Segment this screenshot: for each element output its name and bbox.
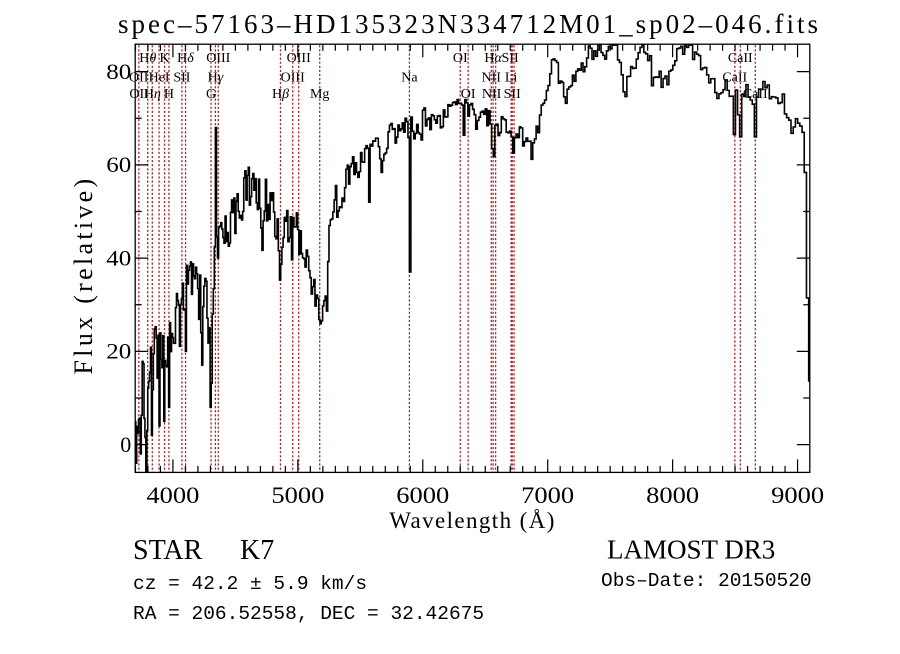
- svg-text:HeI: HeI: [149, 71, 170, 86]
- svg-text:Wavelength (Å): Wavelength (Å): [389, 508, 556, 533]
- svg-text:60: 60: [106, 152, 131, 177]
- svg-text:20: 20: [106, 339, 131, 364]
- svg-text:spec–57163–HD135323N334712M01_: spec–57163–HD135323N334712M01_sp02–046.f…: [118, 9, 818, 39]
- svg-text:OI: OI: [461, 87, 476, 102]
- svg-text:Li: Li: [505, 71, 518, 86]
- svg-text:K7: K7: [240, 535, 274, 566]
- svg-text:OII: OII: [129, 71, 149, 86]
- svg-text:Obs–Date: 20150520: Obs–Date: 20150520: [601, 570, 812, 592]
- svg-text:SII: SII: [504, 87, 521, 102]
- svg-text:LAMOST DR3: LAMOST DR3: [607, 535, 775, 565]
- svg-text:4000: 4000: [146, 483, 199, 508]
- svg-text:OIII: OIII: [206, 51, 230, 66]
- svg-text:NII: NII: [482, 87, 502, 102]
- svg-text:Hθ: Hθ: [139, 51, 156, 66]
- svg-text:OIII: OIII: [287, 51, 311, 66]
- svg-text:Mg: Mg: [310, 87, 329, 102]
- svg-text:Na: Na: [401, 71, 418, 86]
- svg-text:OII: OII: [129, 87, 149, 102]
- svg-text:8000: 8000: [646, 483, 699, 508]
- svg-text:RA = 206.52558, DEC = 32.4267: RA = 206.52558, DEC = 32.42675: [133, 603, 484, 625]
- svg-text:H: H: [164, 87, 174, 102]
- svg-text:SII: SII: [502, 51, 519, 66]
- svg-text:Hη: Hη: [144, 87, 161, 102]
- svg-text:40: 40: [106, 245, 131, 270]
- svg-text:7000: 7000: [521, 483, 574, 508]
- svg-text:NII: NII: [481, 71, 501, 86]
- svg-text:CaII: CaII: [743, 87, 768, 102]
- svg-text:cz = 42.2 ± 5.9 km/s: cz = 42.2 ± 5.9 km/s: [133, 573, 367, 595]
- svg-text:CaII: CaII: [728, 51, 753, 66]
- svg-text:9000: 9000: [771, 483, 824, 508]
- svg-text:80: 80: [106, 59, 131, 84]
- svg-text:SII: SII: [173, 71, 190, 86]
- svg-text:Hγ: Hγ: [208, 71, 224, 86]
- svg-text:K: K: [160, 51, 170, 66]
- svg-text:OIII: OIII: [281, 71, 305, 86]
- svg-text:0: 0: [120, 432, 131, 457]
- svg-text:Hα: Hα: [484, 51, 502, 66]
- svg-text:6000: 6000: [396, 483, 449, 508]
- svg-text:5000: 5000: [271, 483, 324, 508]
- svg-text:STAR: STAR: [133, 535, 203, 566]
- svg-text:OI: OI: [453, 51, 468, 66]
- svg-text:Flux (relative): Flux (relative): [69, 176, 98, 375]
- svg-text:CaII: CaII: [722, 71, 747, 86]
- svg-text:Hβ: Hβ: [272, 87, 289, 102]
- svg-text:Hδ: Hδ: [177, 51, 194, 66]
- svg-text:G: G: [206, 87, 216, 102]
